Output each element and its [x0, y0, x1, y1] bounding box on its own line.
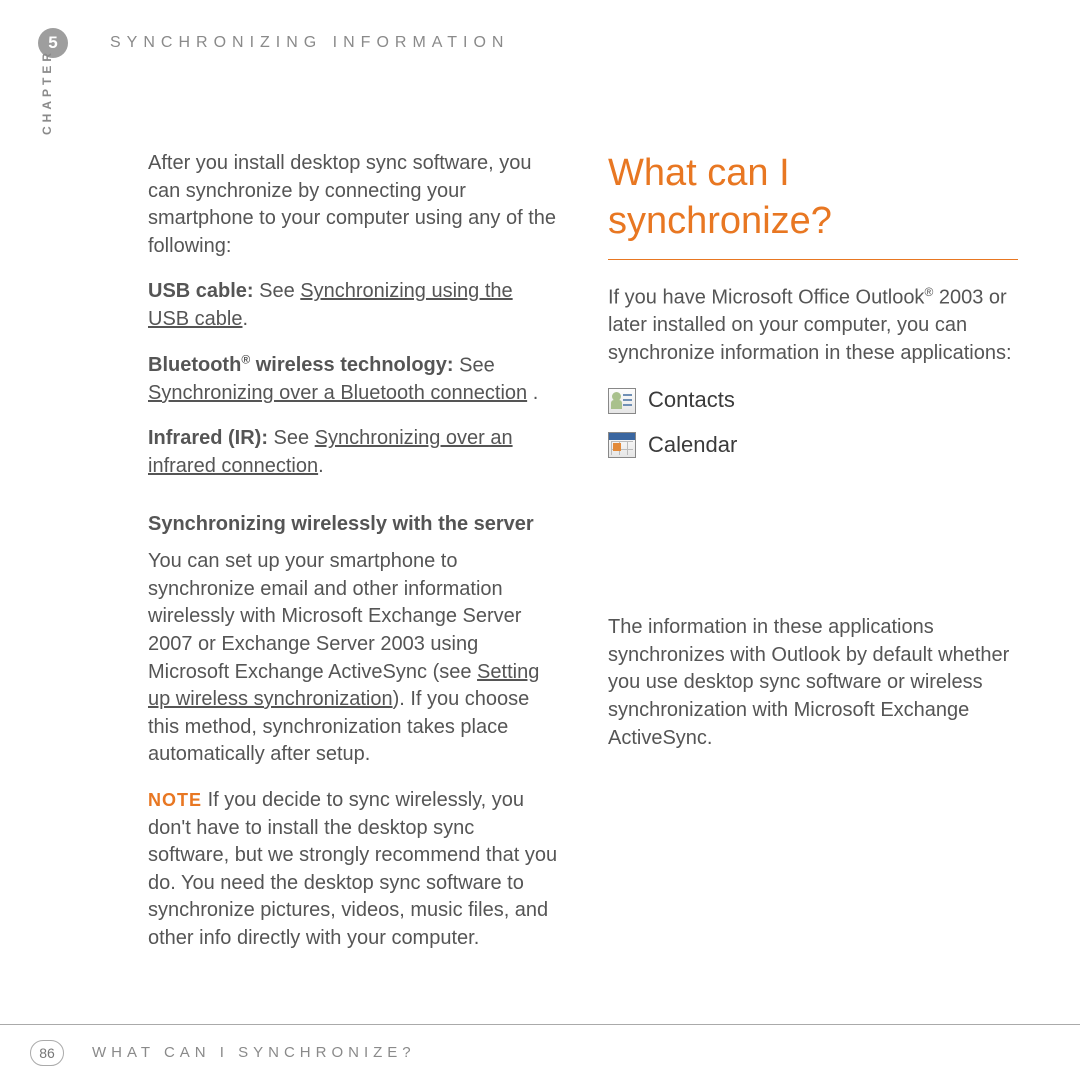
usb-period: .	[243, 308, 249, 330]
chapter-vertical-label: CHAPTER	[40, 49, 54, 135]
infrared-see: See	[268, 427, 315, 449]
infrared-label: Infrared (IR):	[148, 427, 268, 449]
page-number: 86	[30, 1040, 64, 1066]
contacts-row: Contacts	[608, 385, 1018, 415]
wireless-subheading: Synchronizing wirelessly with the server	[148, 511, 558, 539]
right-column: What can I synchronize? If you have Micr…	[608, 150, 1018, 971]
section-heading: What can I synchronize?	[608, 150, 1018, 245]
spacer	[608, 474, 1018, 614]
wireless-paragraph: You can set up your smartphone to synchr…	[148, 548, 558, 769]
bluetooth-see: See	[454, 354, 495, 376]
outlook-intro: If you have Microsoft Office Outlook® 20…	[608, 284, 1018, 367]
calendar-row: Calendar	[608, 430, 1018, 460]
sync-default-paragraph: The information in these applications sy…	[608, 614, 1018, 752]
infrared-period: .	[318, 455, 324, 477]
contacts-label: Contacts	[648, 385, 735, 415]
calendar-icon	[608, 432, 636, 458]
intro-paragraph: After you install desktop sync software,…	[148, 150, 558, 260]
usb-see: See	[254, 280, 301, 302]
usb-label: USB cable:	[148, 280, 254, 302]
content-area: After you install desktop sync software,…	[148, 150, 1048, 971]
note-paragraph: NOTE If you decide to sync wirelessly, y…	[148, 787, 558, 953]
bluetooth-label: Bluetooth® wireless technology:	[148, 354, 454, 376]
bluetooth-paragraph: Bluetooth® wireless technology: See Sync…	[148, 352, 558, 408]
header-title: SYNCHRONIZING INFORMATION	[110, 34, 509, 52]
infrared-paragraph: Infrared (IR): See Synchronizing over an…	[148, 425, 558, 480]
usb-paragraph: USB cable: See Synchronizing using the U…	[148, 278, 558, 333]
note-body: If you decide to sync wirelessly, you do…	[148, 789, 557, 949]
heading-divider	[608, 259, 1018, 260]
footer-title: WHAT CAN I SYNCHRONIZE?	[92, 1044, 416, 1061]
left-column: After you install desktop sync software,…	[148, 150, 558, 971]
page-footer: 86 WHAT CAN I SYNCHRONIZE?	[0, 1024, 1080, 1080]
bluetooth-period: .	[527, 382, 538, 404]
note-label: NOTE	[148, 790, 202, 810]
calendar-label: Calendar	[648, 430, 737, 460]
contacts-icon	[608, 388, 636, 414]
bluetooth-link[interactable]: Synchronizing over a Bluetooth connectio…	[148, 382, 527, 404]
